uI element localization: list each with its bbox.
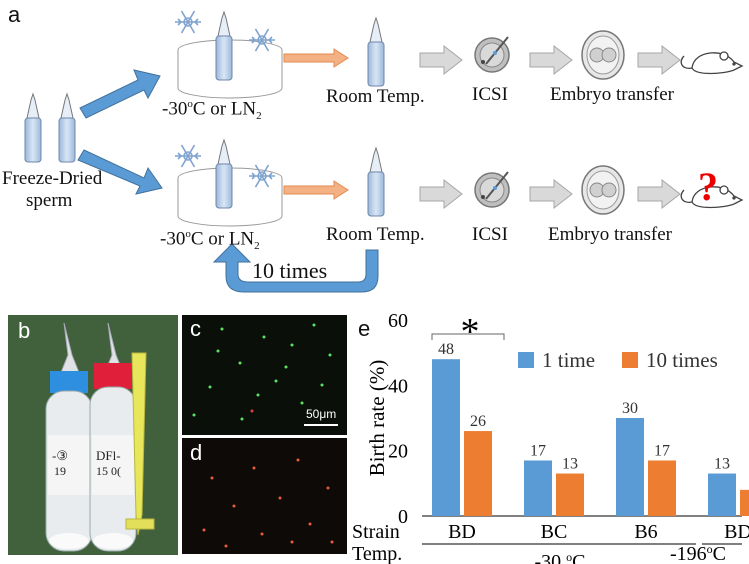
svg-text:15 0(: 15 0( <box>96 464 121 478</box>
micrograph-c: 50μm <box>182 315 347 435</box>
significance-star: * <box>461 311 480 353</box>
x-tick-label: BD <box>448 521 476 543</box>
room-temp-label-1: Room Temp. <box>326 86 425 107</box>
embryo-transfer-label-2: Embryo transfer <box>548 224 672 245</box>
data-label: 13 <box>562 456 578 473</box>
significance-bracket <box>431 333 505 340</box>
storage-label-2: -30oC or LN2 <box>160 228 260 253</box>
embryo-transfer-label-1: Embryo transfer <box>550 84 674 105</box>
icsi-label-1: ICSI <box>472 84 508 105</box>
temp-row-label: Temp. <box>352 543 402 564</box>
birth-rate-chart: 0 20 40 60 Birth rate (%) 48 26 BD 17 13 BC 30 17 B6 1… <box>352 310 749 564</box>
icsi-dish-1 <box>474 36 510 73</box>
legend-swatch-1-time <box>518 352 534 368</box>
gray-arrow-2b <box>529 179 573 209</box>
svg-text:19: 19 <box>54 464 66 478</box>
bar-1-time-BD <box>708 473 736 516</box>
blue-arrow-down <box>77 149 163 195</box>
icsi-label-2: ICSI <box>472 224 508 245</box>
data-label: 26 <box>470 413 486 430</box>
tubes-photo: -③ 19 DFl- 15 0( <box>8 315 178 555</box>
micrograph-c-dots <box>192 323 338 426</box>
blue-arrow-up <box>79 69 161 119</box>
orange-arrow-2 <box>283 180 349 200</box>
data-label: 30 <box>622 400 638 417</box>
orange-arrow-1 <box>283 48 349 68</box>
panel-label-c: c <box>190 316 201 341</box>
bar-10-times-B6 <box>648 460 676 516</box>
cycle-label: 10 times <box>252 258 328 283</box>
question-mark: ? <box>698 164 718 209</box>
start-label-line2: sperm <box>26 190 73 211</box>
temp-group1-label: -30 oC <box>534 550 585 564</box>
room-temp-tube-1 <box>367 17 385 87</box>
bar-1-time-BC <box>524 460 552 516</box>
micrograph-d-dots <box>202 458 334 548</box>
data-label: 17 <box>654 442 670 459</box>
tube2-label: DFl- <box>96 448 121 463</box>
micrograph-d <box>182 438 347 554</box>
bar-1-time-BD <box>432 359 460 516</box>
storage-row1 <box>174 10 283 99</box>
data-label: 13 <box>714 456 730 473</box>
start-tubes <box>24 93 76 163</box>
gray-arrow-1a <box>419 45 463 75</box>
x-tick-label: B6 <box>634 521 657 543</box>
bar-10-times-BD <box>464 431 492 516</box>
storage-label-1: -30oC or LN2 <box>162 98 262 123</box>
panel-label-a: a <box>8 2 21 27</box>
photo-panel: -③ 19 DFl- 15 0( <box>8 315 178 555</box>
legend-label: 1 time <box>542 348 595 372</box>
gray-arrow-1c <box>637 45 681 75</box>
strain-row-label: Strain <box>352 521 400 543</box>
legend-label: 10 times <box>646 348 718 372</box>
start-label-line1: Freeze-Dried <box>2 168 103 189</box>
bar-1-time-B6 <box>616 418 644 516</box>
y-axis-label: Birth rate (%) <box>365 360 389 477</box>
x-tick-label: BD <box>724 521 749 543</box>
room-temp-tube-2 <box>367 147 385 217</box>
y-tick-label: 0 <box>398 506 408 528</box>
embryo-2 <box>581 165 625 215</box>
data-label: 17 <box>530 442 546 459</box>
panel-label-e: e <box>358 316 371 341</box>
temp-group2-label: -196oC <box>670 542 726 564</box>
panel-label-d: d <box>190 440 203 465</box>
gray-arrow-1b <box>529 45 573 75</box>
x-tick-label: BC <box>541 521 568 543</box>
bar-10-times-BC <box>556 473 584 516</box>
panel-label-b: b <box>18 318 31 343</box>
loop-arrow <box>212 243 379 293</box>
data-label: 48 <box>438 341 454 358</box>
tube1-label: -③ <box>52 448 68 463</box>
legend-swatch-10-times <box>622 352 638 368</box>
y-tick-label: 60 <box>388 310 408 332</box>
gray-arrow-2a <box>419 179 463 209</box>
gray-arrow-2c <box>637 179 681 209</box>
schematic-diagram: ? <box>24 10 743 293</box>
bar-10-times-BD <box>740 489 749 516</box>
scale-bar-label: 50μm <box>306 407 337 421</box>
y-tick-label: 20 <box>388 441 408 463</box>
embryo-1 <box>581 30 625 80</box>
mouse-icon <box>680 51 743 75</box>
icsi-dish-2 <box>474 171 510 208</box>
y-tick-label: 40 <box>388 375 408 397</box>
storage-row2 <box>174 139 283 227</box>
room-temp-label-2: Room Temp. <box>326 224 425 245</box>
